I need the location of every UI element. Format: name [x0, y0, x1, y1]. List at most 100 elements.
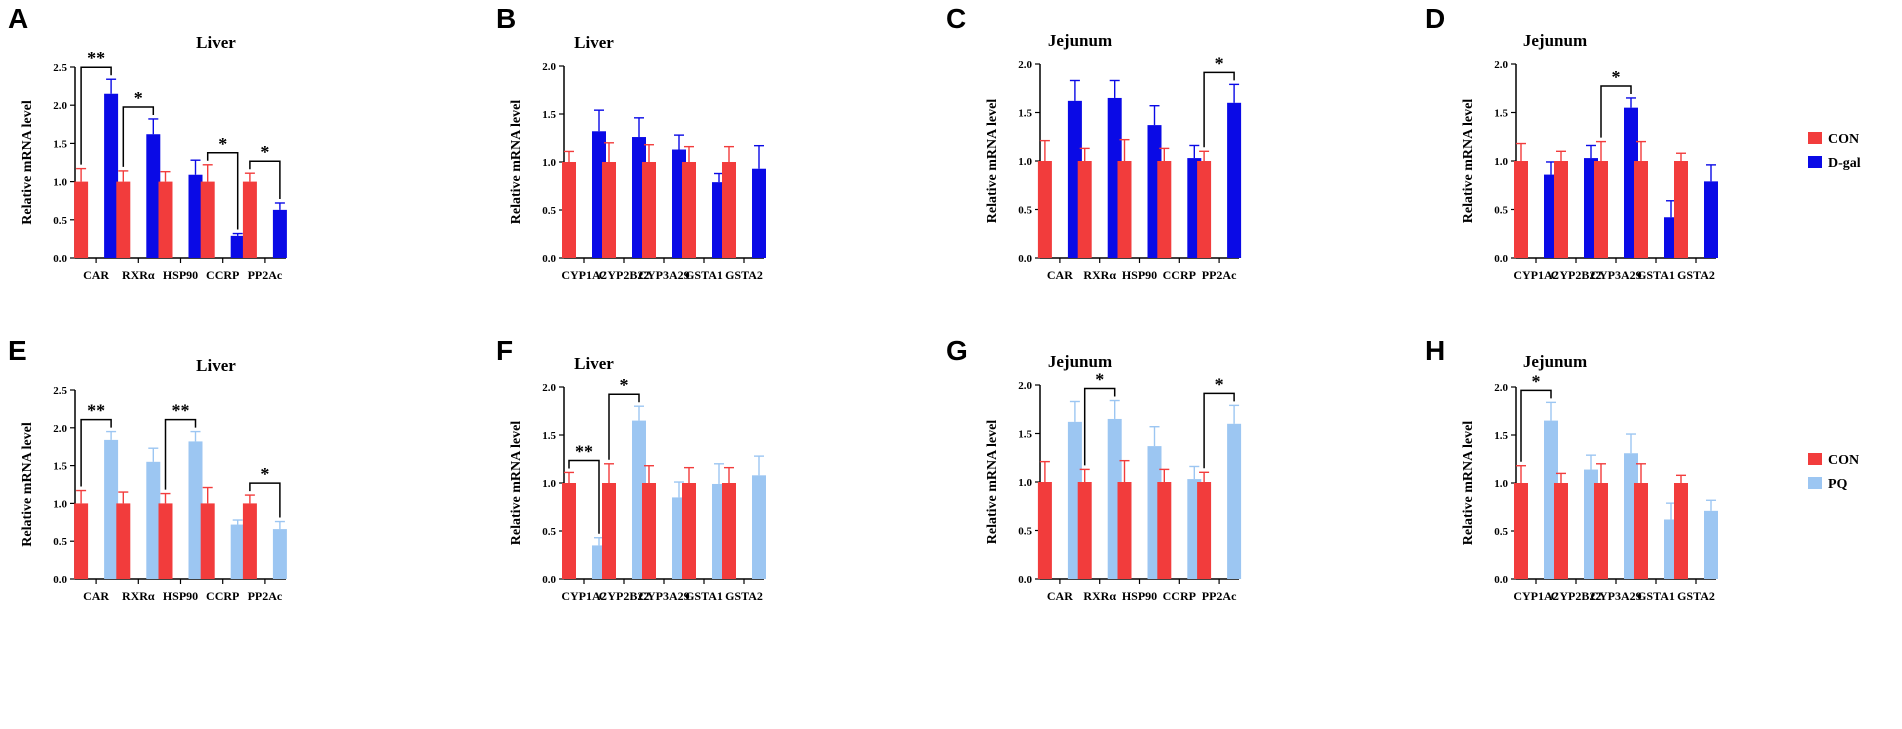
- x-category-label: PP2Ac: [248, 589, 283, 603]
- y-axis-label: Relative mRNA level: [20, 422, 35, 547]
- y-tick-label: 1.5: [1018, 108, 1032, 120]
- significance-bracket: [122, 106, 155, 167]
- significance-bracket: [249, 482, 281, 518]
- y-axis-label: Relative mRNA level: [509, 421, 524, 546]
- bar-con: [1674, 161, 1688, 258]
- y-tick-label: 1.5: [542, 430, 556, 442]
- significance-label: **: [87, 401, 105, 421]
- y-tick-label: 2.0: [542, 382, 556, 394]
- y-axis-label: Relative mRNA level: [1461, 421, 1476, 546]
- bar-con: [200, 181, 215, 258]
- y-tick-label: 2.0: [542, 61, 556, 73]
- x-category-label: GSTA1: [1637, 589, 1675, 603]
- bar-d-gal: [272, 209, 287, 258]
- bar-con: [74, 503, 89, 579]
- bar-d-gal: [104, 93, 119, 259]
- significance-bracket: [249, 160, 281, 199]
- bar-con: [1037, 161, 1052, 258]
- significance-bracket: [1203, 392, 1235, 469]
- x-category-label: GSTA1: [1637, 268, 1675, 282]
- x-category-label: CAR: [1047, 589, 1073, 603]
- panel-title: Jejunum: [1523, 352, 1587, 371]
- significance-bracket: [568, 459, 600, 534]
- y-tick-label: 0.0: [53, 253, 67, 265]
- y-tick-label: 0.5: [542, 526, 556, 538]
- panel-title: Jejunum: [1048, 352, 1112, 371]
- panel-title: Jejunum: [1523, 31, 1587, 50]
- significance-bracket: [608, 393, 640, 460]
- x-category-label: CAR: [1047, 268, 1073, 282]
- panel-letter: H: [1425, 335, 1445, 366]
- y-tick-label: 2.0: [1018, 380, 1032, 392]
- bar-pq: [272, 529, 287, 579]
- bar-d-gal: [1227, 102, 1242, 258]
- y-tick-label: 2.5: [53, 385, 67, 397]
- bar-con: [722, 483, 736, 579]
- legend-label: D-gal: [1828, 156, 1861, 171]
- x-category-label: CYP3A29: [638, 268, 689, 282]
- significance-label: **: [87, 48, 105, 68]
- bar-con: [1674, 483, 1688, 579]
- x-category-label: RXRα: [122, 589, 155, 603]
- bar-con: [116, 503, 131, 579]
- bar-pq: [230, 524, 245, 579]
- significance-bracket: [164, 418, 197, 490]
- x-category-label: CAR: [83, 268, 109, 282]
- y-tick-label: 1.0: [53, 177, 67, 189]
- y-tick-label: 0.0: [542, 574, 556, 586]
- bar-con: [158, 503, 173, 579]
- y-tick-label: 1.0: [1018, 156, 1032, 168]
- legend-label: PQ: [1828, 477, 1848, 492]
- y-axis-label: Relative mRNA level: [985, 99, 1000, 224]
- y-tick-label: 1.5: [1018, 429, 1032, 441]
- y-tick-label: 2.0: [53, 100, 67, 112]
- y-tick-label: 1.0: [53, 498, 67, 510]
- bar-con: [682, 162, 696, 258]
- panel-title: Liver: [196, 33, 236, 52]
- legend-swatch: [1808, 132, 1822, 144]
- panel-letter: G: [946, 335, 968, 366]
- y-axis-label: Relative mRNA level: [1461, 99, 1476, 224]
- y-tick-label: 2.5: [53, 62, 67, 74]
- bar-con: [1157, 482, 1172, 579]
- y-tick-label: 0.5: [1018, 526, 1032, 538]
- significance-label: *: [1215, 53, 1224, 73]
- bar-con: [74, 181, 89, 258]
- panel-letter: A: [8, 3, 28, 34]
- panel-letter: D: [1425, 3, 1445, 34]
- x-category-label: CCRP: [206, 268, 239, 282]
- y-tick-label: 2.0: [53, 423, 67, 435]
- panel-letter: B: [496, 3, 516, 34]
- y-tick-label: 1.0: [542, 478, 556, 490]
- significance-bracket: [1203, 71, 1235, 148]
- bar-d-gal: [1704, 181, 1718, 258]
- bar-con: [116, 181, 131, 258]
- y-tick-label: 0.0: [1018, 253, 1032, 265]
- x-category-label: CYP2B22: [599, 589, 650, 603]
- x-category-label: HSP90: [163, 589, 198, 603]
- x-category-label: GSTA2: [1677, 268, 1715, 282]
- significance-bracket: [80, 66, 112, 165]
- y-tick-label: 0.5: [542, 205, 556, 217]
- x-category-label: GSTA1: [685, 268, 723, 282]
- bar-con: [158, 181, 173, 258]
- significance-label: *: [134, 88, 143, 108]
- x-category-label: CCRP: [1163, 589, 1196, 603]
- y-tick-label: 2.0: [1018, 59, 1032, 71]
- significance-label: **: [575, 441, 593, 461]
- panel-letter: F: [496, 335, 513, 366]
- y-tick-label: 0.5: [1494, 526, 1508, 538]
- x-category-label: PP2Ac: [248, 268, 283, 282]
- x-category-label: CCRP: [1163, 268, 1196, 282]
- y-axis-label: Relative mRNA level: [509, 100, 524, 225]
- bar-con: [722, 162, 736, 258]
- x-category-label: RXRα: [122, 268, 155, 282]
- significance-bracket: [1520, 389, 1552, 462]
- significance-label: *: [1532, 371, 1541, 391]
- x-category-label: CYP2B22: [599, 268, 650, 282]
- y-tick-label: 0.5: [1018, 205, 1032, 217]
- x-category-label: CCRP: [206, 589, 239, 603]
- panel-title: Liver: [574, 354, 614, 373]
- bar-con: [1077, 161, 1092, 258]
